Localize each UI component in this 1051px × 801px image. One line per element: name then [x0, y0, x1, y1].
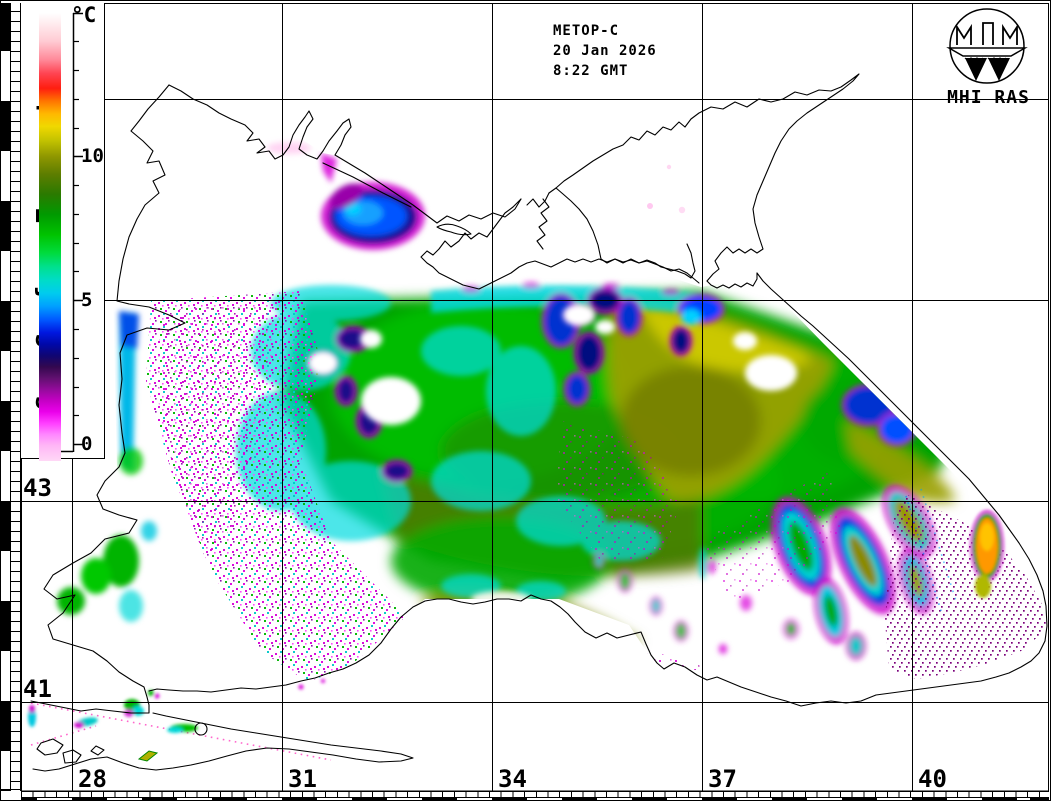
satellite-name: METOP-C: [553, 23, 620, 39]
lon-label-28: 28: [78, 765, 107, 793]
left-degree-ruler: [1, 3, 11, 791]
lon-label-34: 34: [498, 765, 527, 793]
acquisition-date: 20 Jan 2026: [553, 43, 657, 59]
bottom-minor-tick-ruler: [21, 791, 1049, 798]
colorbar-gradient: [39, 13, 61, 461]
colorbar-tick-10: 10: [81, 145, 104, 167]
image-header: METOP-C 20 Jan 2026 8:22 GMT: [553, 21, 657, 81]
colorbar-tick-0: 0: [81, 433, 93, 455]
azov-specks: [647, 164, 686, 214]
colorbar-axis: [61, 12, 83, 453]
colorbar-unit-label: °C: [71, 3, 97, 27]
lat-label-43: 43: [23, 474, 52, 502]
warm-anomaly-patch: [970, 510, 1004, 598]
lon-label-40: 40: [918, 765, 947, 793]
bottom-degree-ruler: [21, 798, 1049, 800]
logo-label: MHI RAS: [947, 87, 1030, 108]
karkinit-cold-patch: [321, 182, 425, 250]
mhi-ras-emblem-icon: [946, 8, 1028, 84]
left-minor-tick-ruler: [11, 3, 21, 791]
colorbar-tick-5: 5: [81, 289, 93, 311]
lon-label-37: 37: [708, 765, 737, 793]
acquisition-time: 8:22 GMT: [553, 63, 629, 79]
lon-label-31: 31: [288, 765, 317, 793]
lat-label-41: 41: [23, 675, 52, 703]
mhi-ras-logo: MHI RAS: [941, 5, 1036, 108]
marmara-features: [28, 679, 332, 762]
hatched-nodata-region: [885, 488, 1047, 679]
colorbar-panel: Sea Surface Temperature °C 10: [21, 3, 105, 461]
graticule-grid: [21, 3, 1049, 791]
coastlines: [30, 73, 1048, 772]
